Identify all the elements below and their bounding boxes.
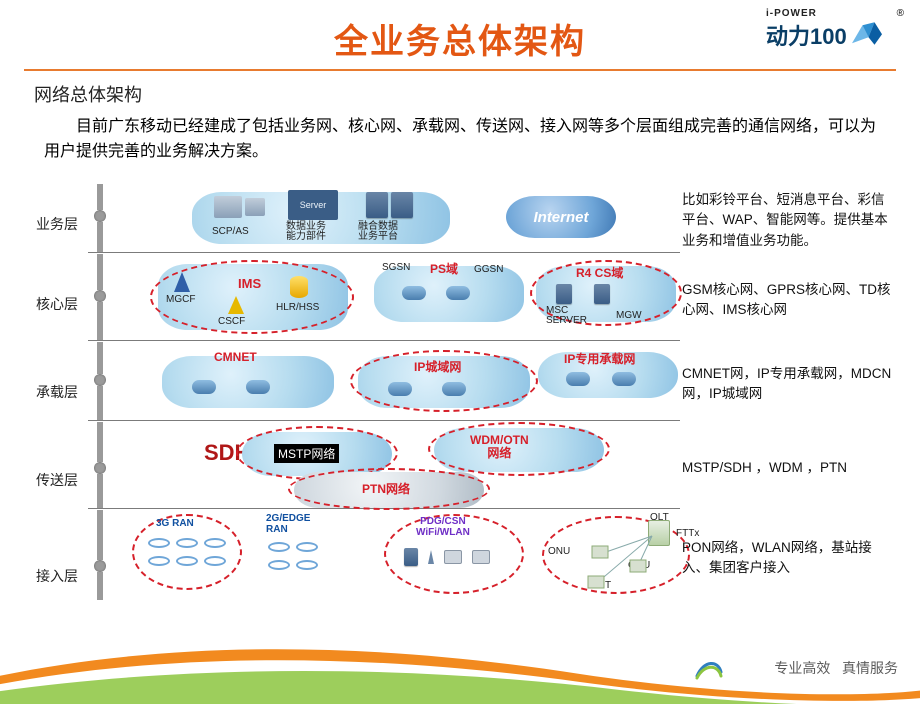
cscf-icon	[228, 296, 244, 314]
ptn-label: PTN网络	[362, 480, 410, 497]
r4cs-label: R4 CS域	[576, 264, 623, 281]
footer-right: 真情服务	[842, 660, 898, 676]
layer-desc: GSM核心网、GPRS核心网、TD核心网、IMS核心网	[682, 280, 892, 321]
pon-links	[548, 522, 698, 594]
footer-tagline: 专业高效 真情服务	[774, 658, 898, 678]
intro-paragraph: 目前广东移动已经建成了包括业务网、核心网、承载网、传送网、接入网等多个层面组成完…	[44, 115, 886, 165]
sgsn-label: SGSN	[382, 262, 410, 273]
layer-label: 承载层	[36, 382, 94, 402]
msc-label: MSC SERVER	[546, 306, 587, 326]
architecture-diagram: 业务层 SCP/AS Server 数据业务 能力部件 融合数据 业务平台 In…	[32, 184, 888, 614]
converge-icon	[366, 192, 413, 218]
layer-bearer: 承载层 CMNET IP城域网 IP专用承载网 CMNET网，IP专用承载网，M…	[32, 342, 888, 420]
metro-routers	[388, 382, 466, 396]
cs-nodes	[556, 284, 610, 304]
logo-main-line: 动力100	[766, 19, 906, 51]
ran2g-cells	[268, 542, 318, 552]
internet-label: Internet	[533, 209, 588, 226]
scp-label: SCP/AS	[212, 226, 249, 237]
registered-mark: ®	[897, 8, 904, 19]
layer-label: 传送层	[36, 470, 94, 490]
wdm-label: WDM/OTN 网络	[470, 434, 529, 460]
ran3g-cells	[148, 538, 226, 548]
layer-connector	[92, 342, 108, 420]
dedicated-label: IP专用承载网	[564, 350, 635, 367]
layer-desc: 比如彩铃平台、短消息平台、彩信平台、WAP、智能网等。提供基本业务和增值业务功能…	[682, 190, 892, 251]
mgcf-label: MGCF	[166, 294, 195, 305]
logo-top-line: i-POWER	[766, 8, 906, 19]
metro-label: IP城域网	[414, 358, 461, 375]
title-underline	[24, 69, 896, 71]
layer-desc: CMNET网，IP专用承载网，MDCN网，IP城域网	[682, 364, 892, 405]
layer-label: 接入层	[36, 566, 94, 586]
internet-cloud: Internet	[506, 196, 616, 238]
hlr-icon	[290, 276, 308, 298]
brand-logo: ® i-POWER 动力100	[766, 8, 906, 51]
data-cap-icon: Server	[288, 190, 338, 220]
layer-service: 业务层 SCP/AS Server 数据业务 能力部件 融合数据 业务平台 In…	[32, 184, 888, 252]
layer-access: 接入层 3G RAN 2G/EDGE RAN	[32, 510, 888, 610]
dedicated-routers	[566, 372, 636, 386]
layer-connector	[92, 254, 108, 340]
slide-root: 全业务总体架构 ® i-POWER 动力100 网络总体架构 目前广东移动已经建…	[0, 0, 920, 690]
mgcf-icon	[174, 272, 190, 292]
ran3g-label: 3G RAN	[156, 518, 194, 529]
layer-connector	[92, 184, 108, 252]
server-tag: Server	[300, 200, 327, 210]
ran2g-cells2	[268, 560, 318, 570]
section-subtitle: 网络总体架构	[34, 81, 920, 107]
layer-transport: 传送层 SDH MSTP网络 WDM/OTN 网络 PTN网络 MSTP/SDH…	[32, 422, 888, 508]
scp-icon	[214, 196, 265, 218]
ran2g-label: 2G/EDGE RAN	[266, 514, 310, 535]
converge-label: 融合数据 业务平台	[358, 222, 398, 242]
footer-left: 专业高效	[774, 660, 830, 676]
ps-routers	[402, 286, 470, 300]
ps-label: PS域	[430, 260, 458, 277]
cmnet-routers	[192, 380, 270, 394]
ims-label: IMS	[238, 276, 261, 291]
layer-label: 业务层	[36, 214, 94, 234]
mstp-label: MSTP网络	[274, 444, 339, 463]
footer-swirl-icon	[694, 656, 724, 682]
logo-main-text: 动力100	[766, 19, 847, 51]
wifi-label: PDG/CSN WiFi/WLAN	[416, 516, 470, 538]
layer-separator	[88, 252, 680, 253]
wifi-devices	[404, 548, 490, 566]
ggsn-label: GGSN	[474, 264, 503, 275]
layer-connector	[92, 510, 108, 600]
data-cap-label: 数据业务 能力部件	[286, 222, 326, 242]
logo-crystal-icon	[852, 22, 882, 48]
layer-core: 核心层 IMS MGCF CSCF HLR/HSS PS域 SGSN GGSN	[32, 254, 888, 340]
layer-separator	[88, 420, 680, 421]
layer-label: 核心层	[36, 294, 94, 314]
ran3g-cells2	[148, 556, 226, 566]
layer-desc: PON网络，WLAN网络，基站接入、集团客户接入	[682, 538, 892, 579]
cmnet-label: CMNET	[214, 350, 257, 364]
hlr-label: HLR/HSS	[276, 302, 319, 313]
cscf-label: CSCF	[218, 316, 245, 327]
mgw-label: MGW	[616, 310, 642, 321]
layer-desc: MSTP/SDH ，WDM ，PTN	[682, 458, 892, 478]
layer-connector	[92, 422, 108, 508]
layer-separator	[88, 340, 680, 341]
